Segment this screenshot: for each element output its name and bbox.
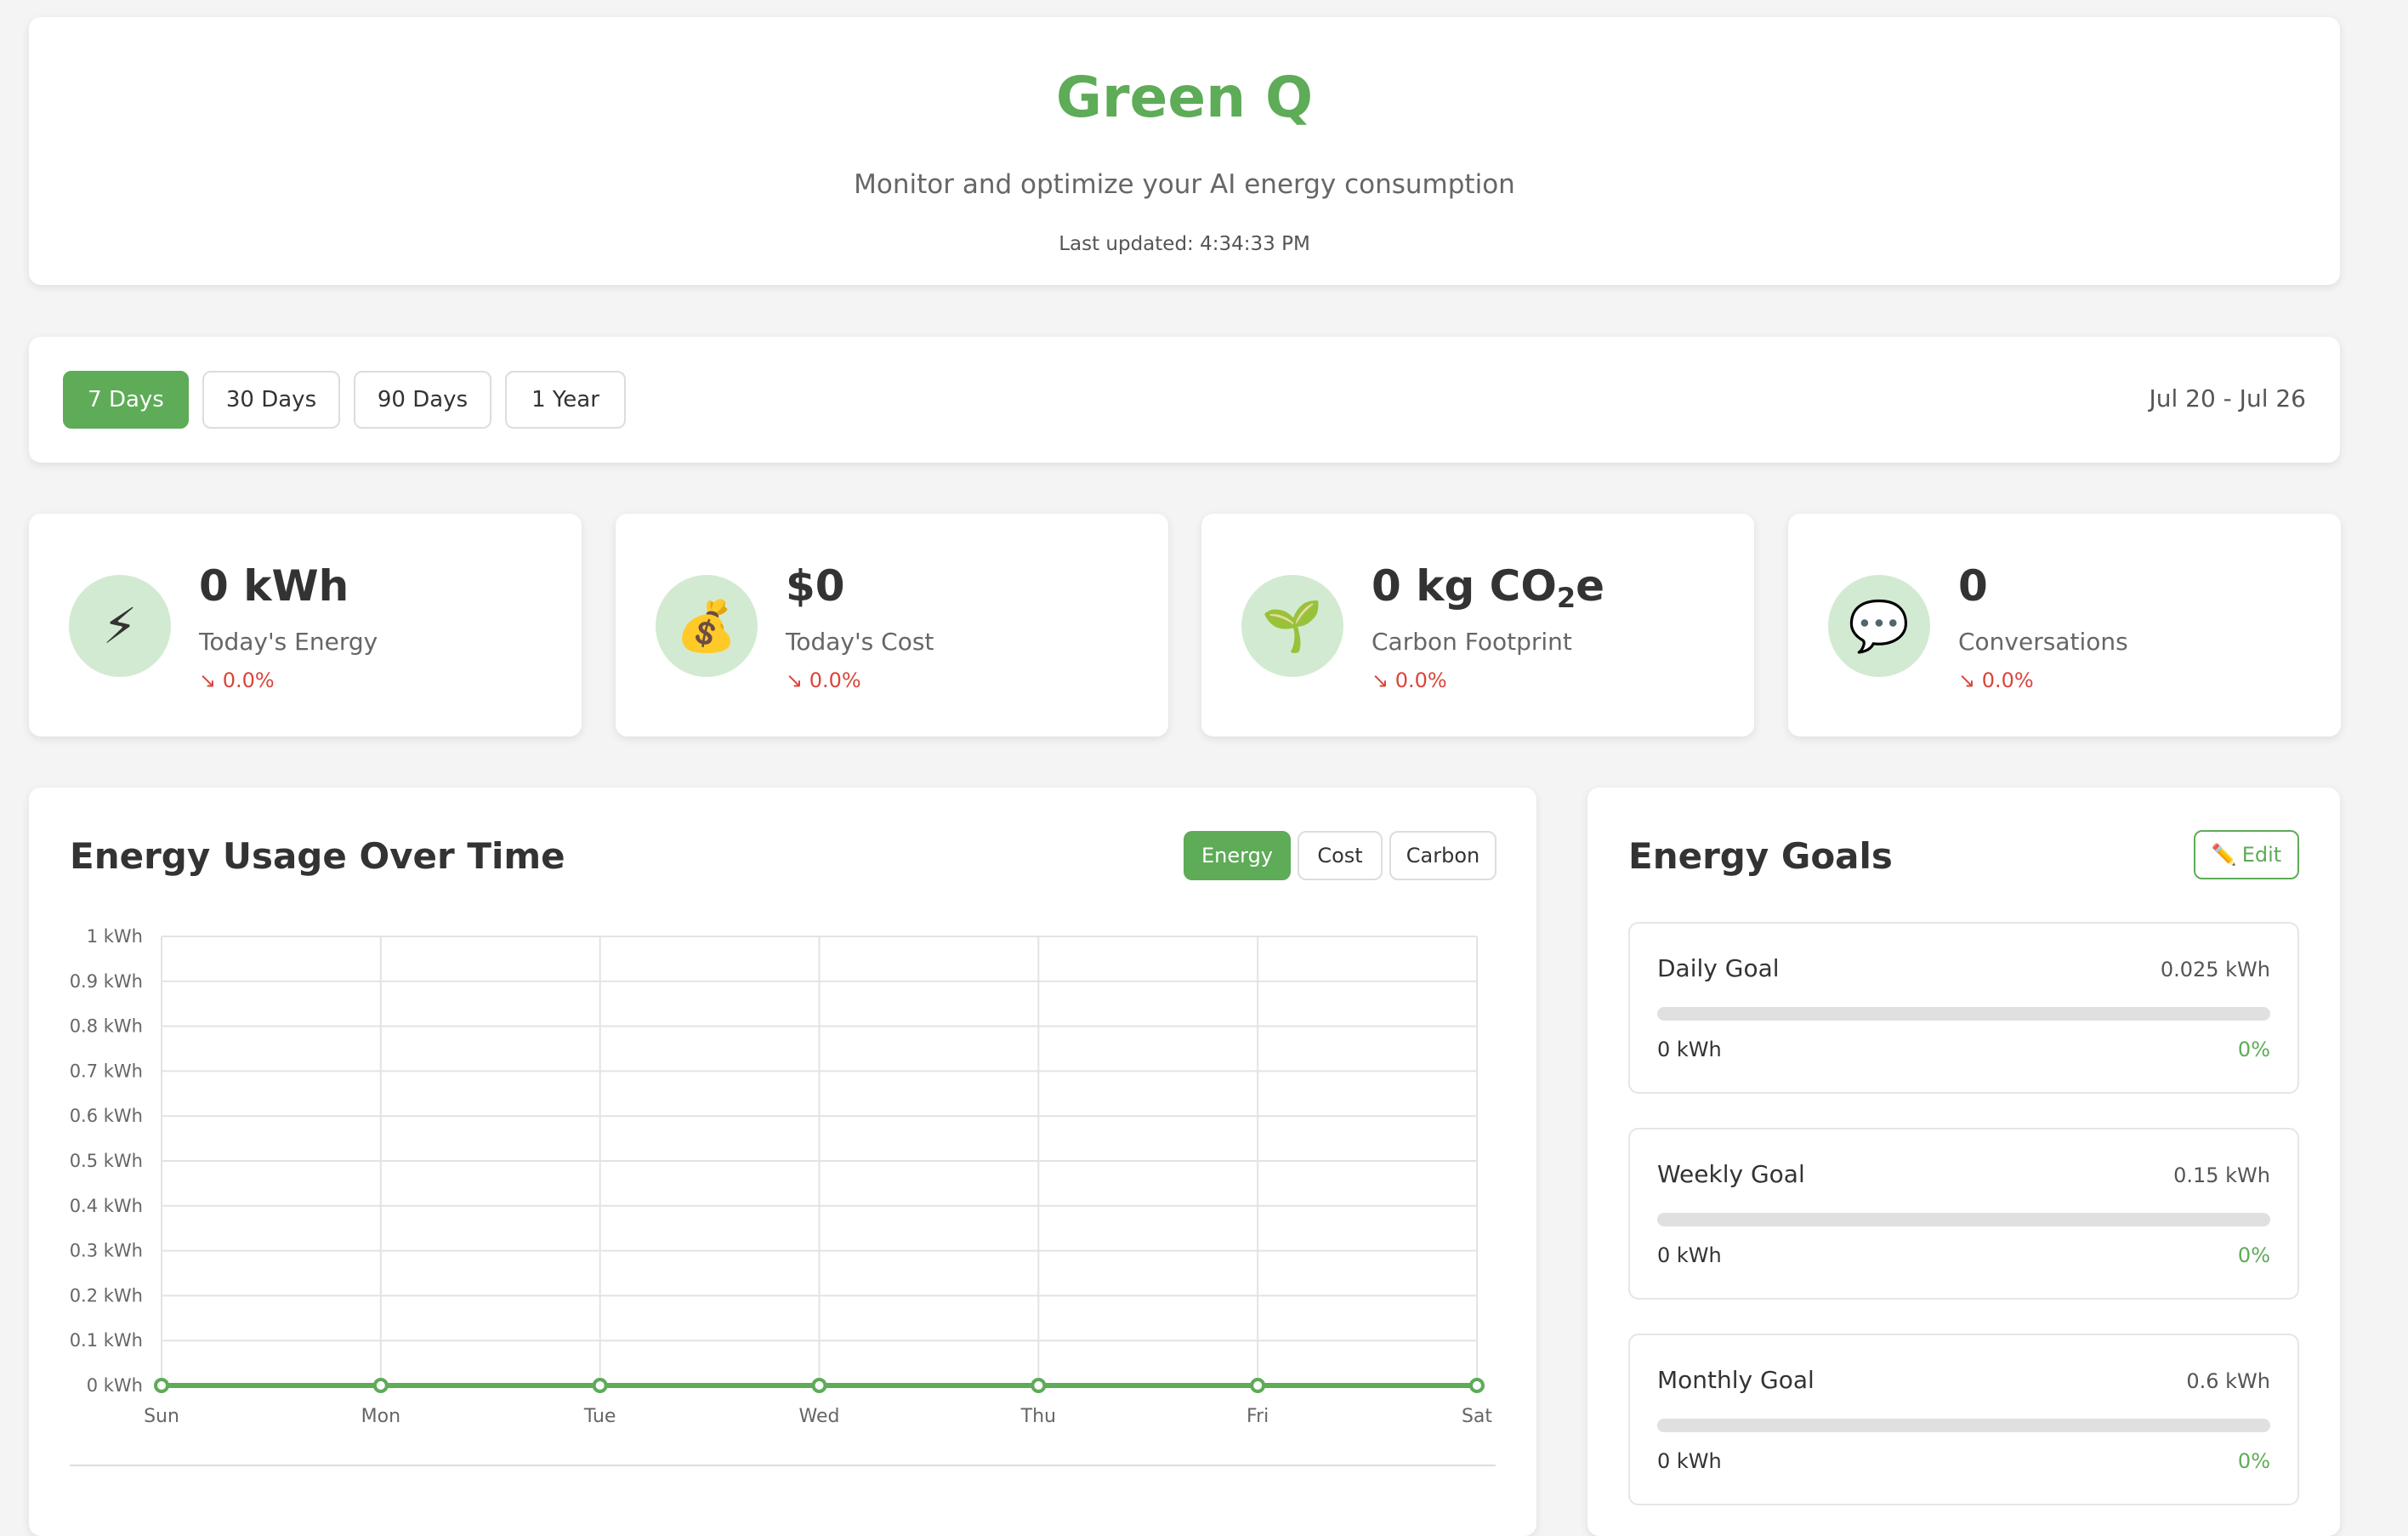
- data-point: [1469, 1378, 1485, 1393]
- stat-label: Conversations: [1958, 628, 2128, 656]
- stat-value: 0 kWh: [199, 561, 349, 611]
- x-tick-label: Wed: [799, 1406, 840, 1427]
- metric-cost-button[interactable]: Cost: [1298, 831, 1383, 880]
- stat-label: Today's Cost: [786, 628, 934, 656]
- y-tick-label: 0.1 kWh: [70, 1330, 143, 1351]
- goal-target: 0.15 kWh: [2173, 1163, 2270, 1187]
- goal-daily: Daily Goal 0.025 kWh 0 kWh 0%: [1628, 922, 2299, 1094]
- chart-divider: [70, 1465, 1496, 1466]
- y-tick-label: 0.3 kWh: [70, 1241, 143, 1261]
- x-tick-label: Fri: [1247, 1406, 1269, 1427]
- x-tick-label: Sat: [1462, 1406, 1492, 1427]
- goal-percent: 0%: [2237, 1243, 2270, 1267]
- x-tick-label: Thu: [1020, 1406, 1056, 1427]
- goal-current: 0 kWh: [1657, 1449, 1722, 1473]
- money-bag-icon: 💰: [656, 575, 758, 677]
- goal-current: 0 kWh: [1657, 1243, 1722, 1267]
- y-tick-label: 1 kWh: [87, 926, 143, 947]
- metric-energy-button[interactable]: Energy: [1184, 831, 1291, 880]
- stat-change: ↘ 0.0%: [199, 668, 275, 692]
- stat-change: ↘ 0.0%: [786, 668, 861, 692]
- app-subtitle: Monitor and optimize your AI energy cons…: [854, 169, 1515, 200]
- goal-name: Weekly Goal: [1657, 1160, 1805, 1188]
- pencil-icon: ✏️: [2211, 843, 2237, 867]
- chart-title: Energy Usage Over Time: [70, 835, 565, 877]
- x-tick-label: Tue: [583, 1406, 616, 1427]
- stat-value: 0 kg CO2e: [1372, 561, 1605, 614]
- energy-goals-card: Energy Goals ✏️ Edit Daily Goal 0.025 kW…: [1587, 788, 2340, 1536]
- seedling-icon: 🌱: [1241, 575, 1343, 677]
- stat-change: ↘ 0.0%: [1958, 668, 2034, 692]
- goal-name: Monthly Goal: [1657, 1366, 1815, 1394]
- goal-percent: 0%: [2237, 1038, 2270, 1061]
- y-tick-label: 0.7 kWh: [70, 1061, 143, 1081]
- range-30-days-button[interactable]: 30 Days: [202, 371, 340, 429]
- stat-label: Carbon Footprint: [1372, 628, 1572, 656]
- goal-progress-bar: [1657, 1213, 2270, 1226]
- goal-weekly: Weekly Goal 0.15 kWh 0 kWh 0%: [1628, 1128, 2299, 1300]
- range-90-days-button[interactable]: 90 Days: [354, 371, 491, 429]
- last-updated: Last updated: 4:34:33 PM: [1059, 233, 1310, 255]
- data-point: [1031, 1378, 1047, 1393]
- stat-card-cost: 💰 $0 Today's Cost ↘ 0.0%: [616, 514, 1168, 737]
- data-point: [154, 1378, 169, 1393]
- stat-value: $0: [786, 561, 845, 611]
- data-point: [1250, 1378, 1266, 1393]
- stat-card-energy: ⚡ 0 kWh Today's Energy ↘ 0.0%: [29, 514, 582, 737]
- energy-chart-card: Energy Usage Over Time Energy Cost Carbo…: [29, 788, 1536, 1536]
- x-tick-label: Sun: [144, 1406, 179, 1427]
- y-tick-label: 0.5 kWh: [70, 1151, 143, 1171]
- data-point: [372, 1378, 389, 1393]
- edit-goals-button[interactable]: ✏️ Edit: [2194, 830, 2299, 879]
- goal-name: Daily Goal: [1657, 954, 1780, 982]
- goal-target: 0.6 kWh: [2186, 1369, 2270, 1393]
- stat-label: Today's Energy: [199, 628, 378, 656]
- goal-progress-bar: [1657, 1419, 2270, 1432]
- data-point: [592, 1378, 608, 1393]
- y-tick-label: 0.8 kWh: [70, 1016, 143, 1037]
- time-range-bar: 7 Days 30 Days 90 Days 1 Year Jul 20 - J…: [29, 337, 2340, 463]
- y-tick-label: 0 kWh: [87, 1375, 143, 1396]
- y-tick-label: 0.2 kWh: [70, 1285, 143, 1306]
- data-point: [811, 1378, 827, 1393]
- edit-label: Edit: [2241, 843, 2282, 867]
- stat-card-carbon: 🌱 0 kg CO2e Carbon Footprint ↘ 0.0%: [1201, 514, 1754, 737]
- y-tick-label: 0.6 kWh: [70, 1106, 143, 1126]
- date-range-label: Jul 20 - Jul 26: [2149, 384, 2306, 412]
- speech-bubble-icon: 💬: [1828, 575, 1930, 677]
- header-card: Green Q Monitor and optimize your AI ene…: [29, 17, 2340, 285]
- goal-current: 0 kWh: [1657, 1038, 1722, 1061]
- goal-target: 0.025 kWh: [2160, 958, 2270, 981]
- stat-card-conversations: 💬 0 Conversations ↘ 0.0%: [1788, 514, 2341, 737]
- y-tick-label: 0.4 kWh: [70, 1196, 143, 1216]
- energy-line-chart: 0 kWh 0.1 kWh 0.2 kWh 0.3 kWh 0.4 kWh 0.5 kWh…: [70, 926, 1493, 1427]
- range-1-year-button[interactable]: 1 Year: [505, 371, 626, 429]
- x-tick-label: Mon: [361, 1406, 400, 1427]
- goals-title: Energy Goals: [1628, 835, 1893, 877]
- stat-value: 0: [1958, 561, 1988, 611]
- lightning-icon: ⚡: [69, 575, 171, 677]
- y-tick-label: 0.9 kWh: [70, 971, 143, 992]
- goal-monthly: Monthly Goal 0.6 kWh 0 kWh 0%: [1628, 1334, 2299, 1505]
- range-7-days-button[interactable]: 7 Days: [63, 371, 189, 429]
- goal-percent: 0%: [2237, 1449, 2270, 1473]
- stat-change: ↘ 0.0%: [1372, 668, 1447, 692]
- goal-progress-bar: [1657, 1007, 2270, 1021]
- metric-carbon-button[interactable]: Carbon: [1389, 831, 1496, 880]
- app-title: Green Q: [1055, 65, 1314, 130]
